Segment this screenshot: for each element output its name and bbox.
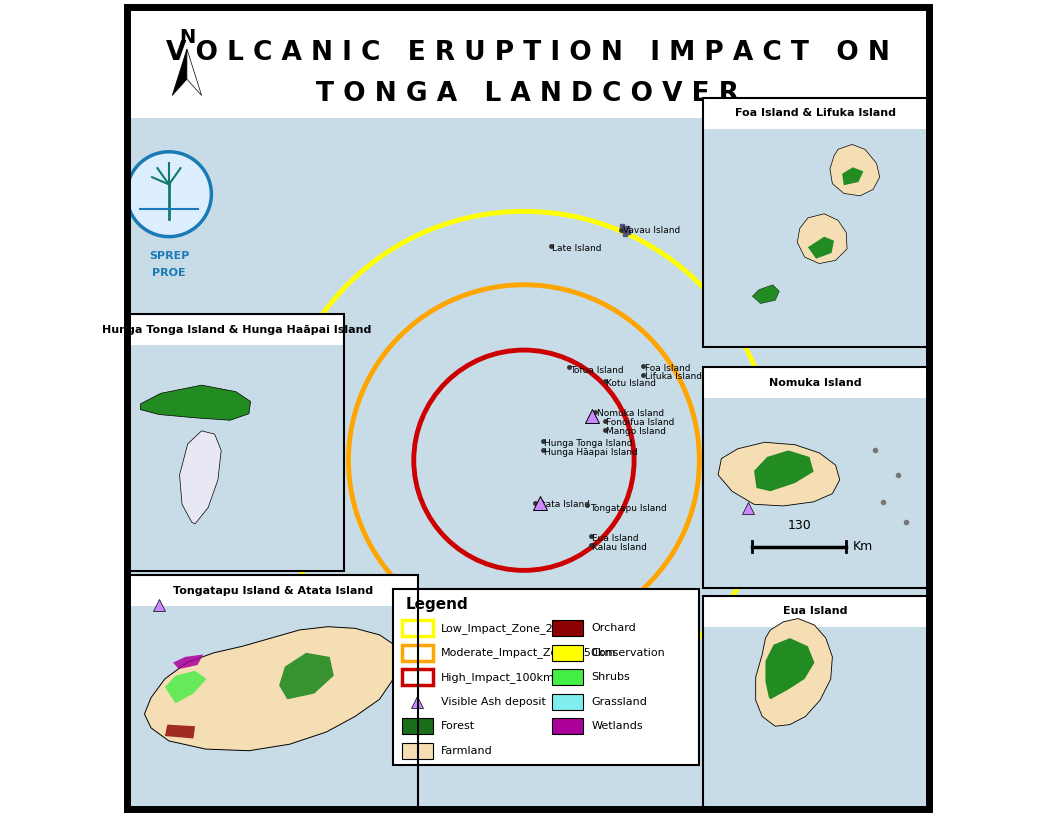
Text: Eua Island: Eua Island (592, 534, 639, 543)
Bar (552, 694, 584, 710)
Text: Shrubs: Shrubs (591, 672, 630, 682)
Polygon shape (172, 49, 187, 95)
Text: Lifuka Island: Lifuka Island (644, 372, 701, 382)
Bar (401, 743, 433, 759)
Bar (703, 596, 928, 808)
Text: N: N (178, 28, 195, 47)
Polygon shape (279, 653, 334, 699)
Text: Conservation: Conservation (591, 648, 665, 658)
Text: Nomuka Island: Nomuka Island (770, 378, 862, 388)
Text: Moderate_Impact_Zone_150km: Moderate_Impact_Zone_150km (440, 647, 616, 659)
Text: Low_Impact_Zone_250km: Low_Impact_Zone_250km (440, 623, 585, 634)
Text: Tongatapu Island: Tongatapu Island (590, 503, 666, 513)
Text: Kotu Island: Kotu Island (606, 379, 657, 388)
Text: Foa Island & Lifuka Island: Foa Island & Lifuka Island (735, 109, 897, 118)
Bar (703, 367, 928, 588)
Text: Hunga Hāapai Island: Hunga Hāapai Island (544, 447, 638, 457)
Polygon shape (766, 638, 814, 699)
Polygon shape (187, 49, 202, 95)
Bar (703, 98, 928, 347)
Text: T O N G A   L A N D C O V E R: T O N G A L A N D C O V E R (317, 81, 739, 107)
Text: Legend: Legend (406, 597, 469, 612)
Bar (552, 718, 584, 734)
Bar (401, 718, 433, 734)
Text: Hunga Tonga Island & Hunga Haāpai Island: Hunga Tonga Island & Hunga Haāpai Island (101, 325, 371, 335)
Text: Farmland: Farmland (440, 746, 492, 756)
Bar (552, 669, 584, 685)
Text: Orchard: Orchard (591, 623, 637, 633)
Polygon shape (140, 385, 250, 420)
Bar (128, 314, 344, 345)
Circle shape (127, 152, 211, 237)
Text: Km: Km (853, 540, 873, 553)
Polygon shape (165, 725, 195, 738)
Text: Hunga Tonga Island: Hunga Tonga Island (544, 438, 633, 448)
Bar (703, 98, 928, 347)
Polygon shape (797, 214, 847, 264)
Text: 130: 130 (788, 519, 811, 532)
FancyBboxPatch shape (401, 669, 433, 685)
Text: High_Impact_100km: High_Impact_100km (440, 672, 554, 683)
Text: PROE: PROE (152, 268, 186, 277)
Polygon shape (718, 442, 840, 506)
Polygon shape (752, 285, 779, 304)
Text: Mango Island: Mango Island (606, 427, 666, 437)
Polygon shape (754, 450, 813, 491)
Bar (552, 645, 584, 661)
Polygon shape (756, 619, 832, 726)
Bar (703, 367, 928, 398)
Text: Atata Island: Atata Island (536, 499, 590, 509)
Polygon shape (165, 671, 207, 703)
Bar (128, 314, 344, 571)
Polygon shape (145, 627, 399, 751)
Text: Fonoifua Island: Fonoifua Island (606, 418, 675, 428)
Bar (552, 620, 584, 636)
Text: Nomuka Island: Nomuka Island (597, 409, 663, 419)
Bar (393, 589, 699, 765)
Bar (128, 575, 418, 808)
Bar (703, 367, 928, 588)
Text: Kalau Island: Kalau Island (592, 543, 647, 552)
Polygon shape (180, 431, 221, 524)
Polygon shape (173, 654, 203, 669)
Text: Late Island: Late Island (552, 243, 602, 253)
Bar (128, 314, 344, 571)
Bar (128, 575, 418, 808)
Text: Grassland: Grassland (591, 697, 647, 707)
Polygon shape (808, 237, 834, 259)
Text: SPREP: SPREP (149, 251, 189, 261)
Text: Visible Ash deposit: Visible Ash deposit (440, 697, 546, 707)
Text: Forest: Forest (440, 721, 475, 731)
Text: Vavau Island: Vavau Island (623, 225, 680, 235)
Polygon shape (830, 144, 880, 196)
Bar (128, 8, 928, 118)
Text: Wetlands: Wetlands (591, 721, 643, 731)
Text: Eua Island: Eua Island (784, 606, 848, 616)
Bar (703, 596, 928, 808)
Polygon shape (843, 167, 864, 185)
FancyBboxPatch shape (401, 620, 433, 636)
Bar (703, 98, 928, 129)
Bar (128, 575, 418, 606)
Text: V O L C A N I C   E R U P T I O N   I M P A C T   O N: V O L C A N I C E R U P T I O N I M P A … (166, 40, 890, 66)
Text: Tofua Island: Tofua Island (570, 366, 624, 375)
FancyBboxPatch shape (401, 645, 433, 661)
Text: Tongatapu Island & Atata Island: Tongatapu Island & Atata Island (173, 586, 373, 596)
Bar (703, 596, 928, 627)
Text: Foa Island: Foa Island (644, 364, 691, 374)
